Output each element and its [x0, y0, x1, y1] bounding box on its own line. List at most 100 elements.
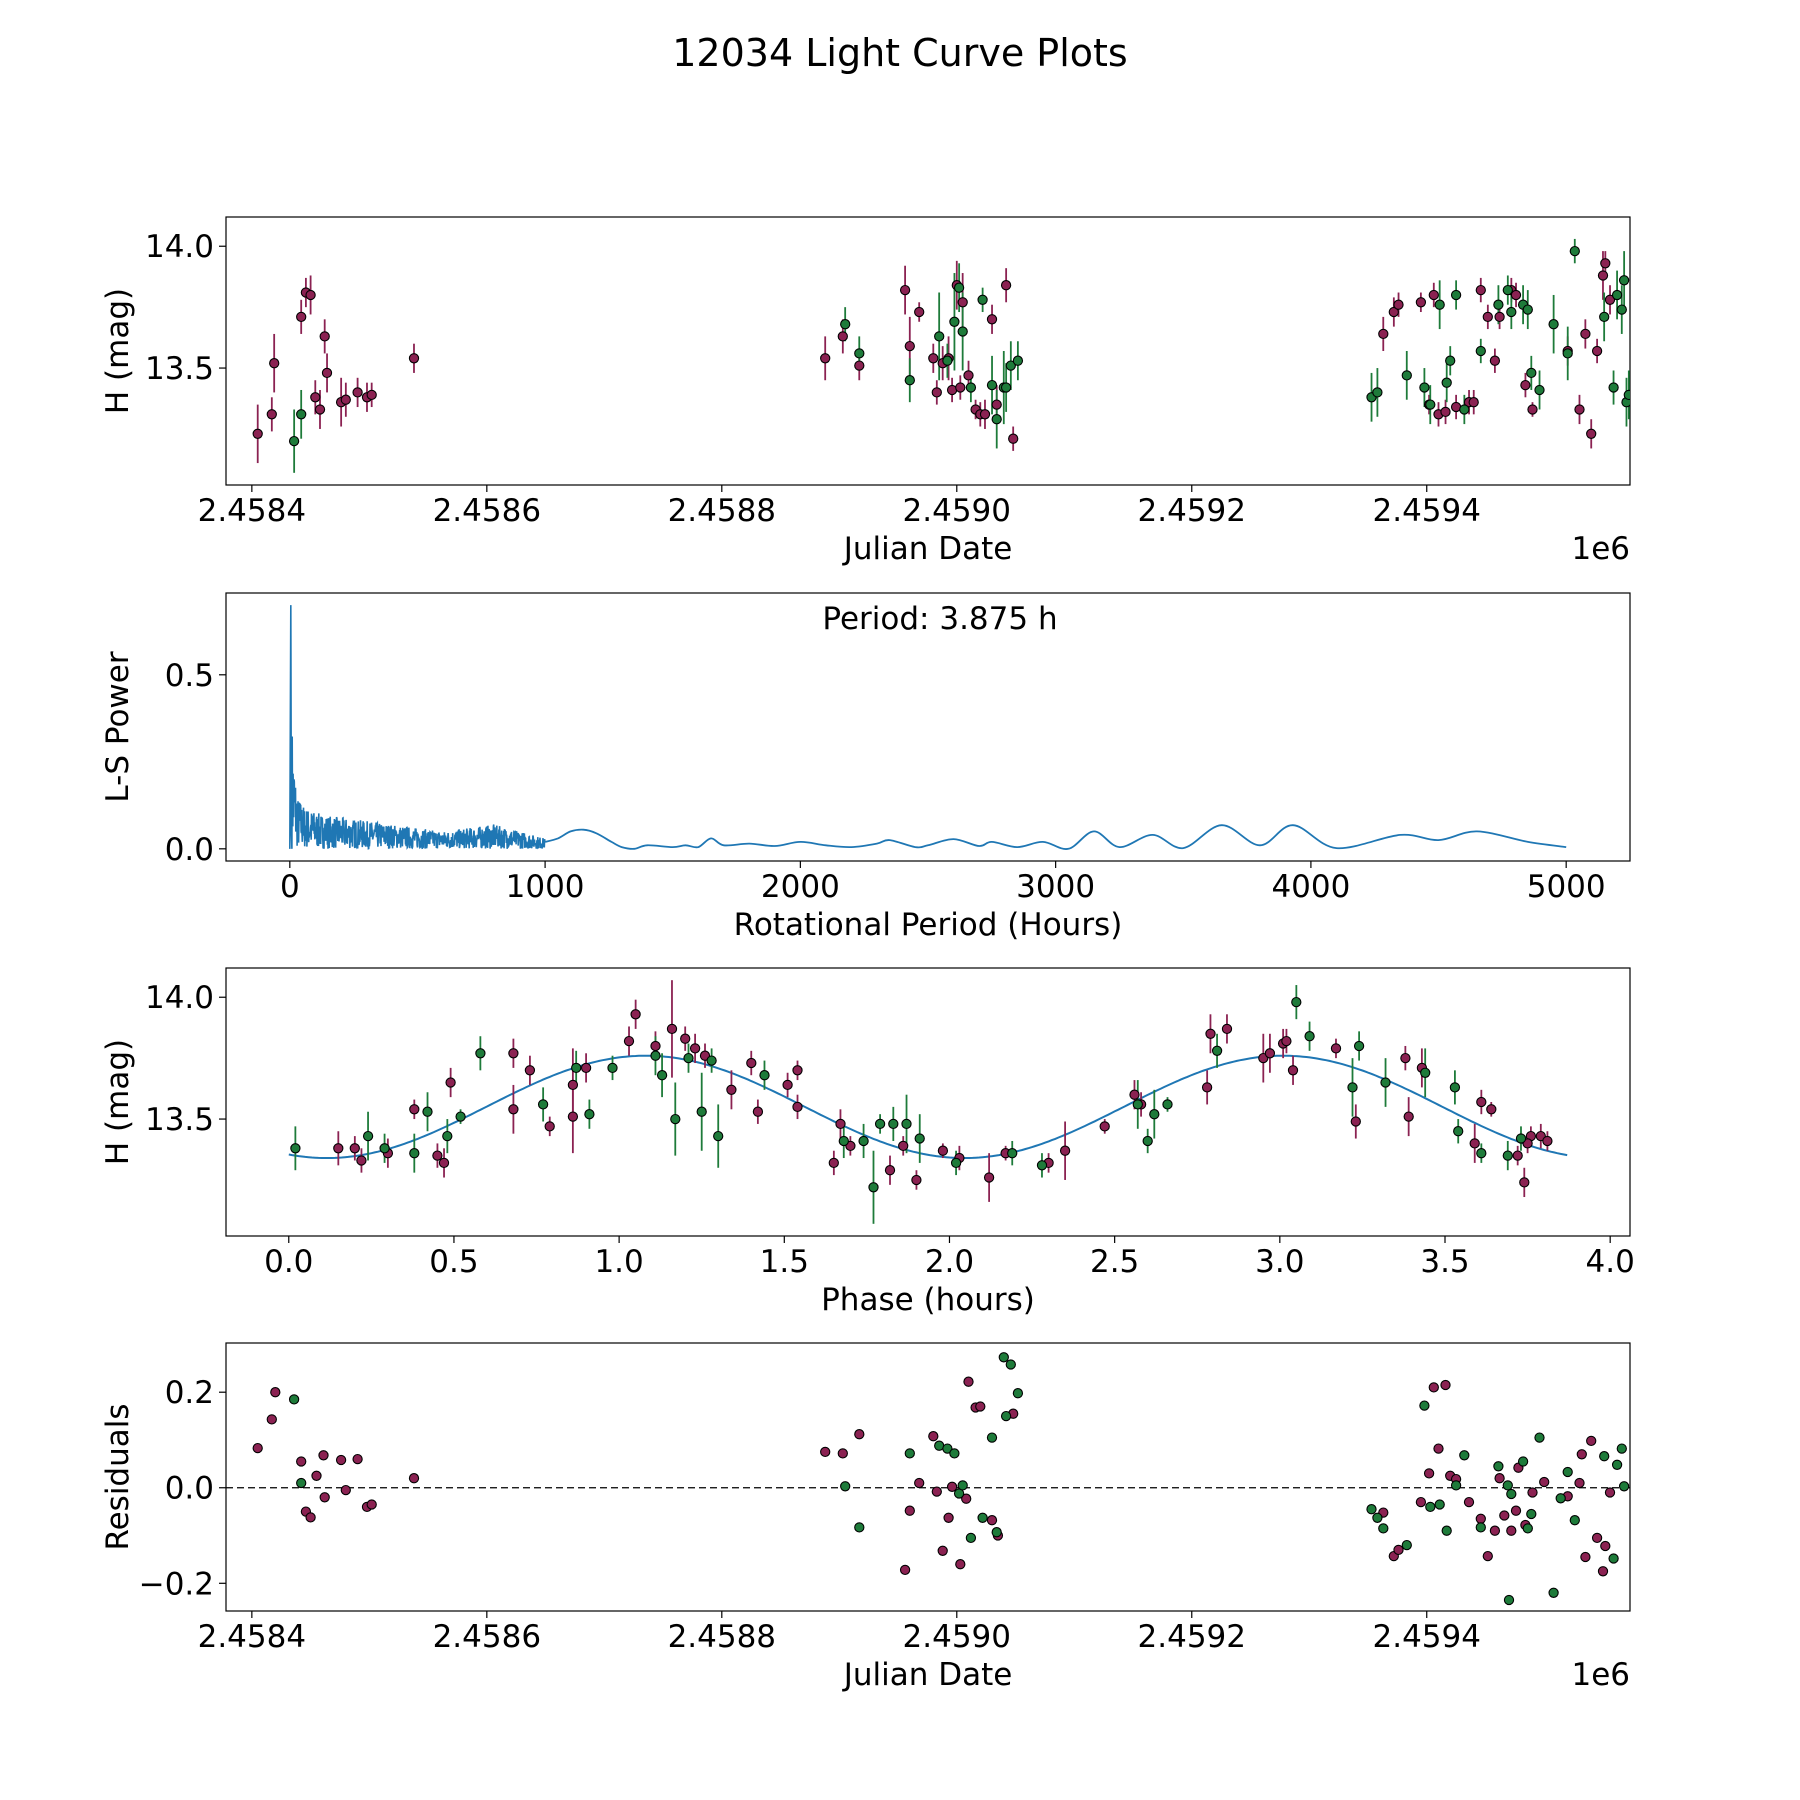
- y-tick-label: 0.5: [165, 658, 214, 694]
- data-point-maroon: [1264, 1048, 1276, 1059]
- data-point-maroon: [937, 1545, 948, 1556]
- data-point-green: [1618, 1481, 1630, 1492]
- data-point-green: [1366, 1504, 1377, 1515]
- x-tick-label: 2.4592: [1138, 493, 1246, 529]
- data-point-maroon: [508, 1104, 519, 1115]
- figure-title: 12034 Light Curve Plots: [672, 31, 1127, 75]
- data-point-green: [965, 1532, 977, 1544]
- data-point-maroon: [1574, 404, 1585, 415]
- data-point-green: [1522, 304, 1533, 315]
- panel-residuals: 2.4584 2.4586 2.4588 2.4590 2.4592 2.4594 −0.2…: [100, 1342, 1631, 1693]
- data-point-maroon: [567, 1111, 579, 1122]
- data-point-maroon: [1428, 289, 1439, 301]
- data-point-maroon: [1099, 1121, 1110, 1132]
- data-point-green: [1459, 404, 1470, 415]
- data-point-green: [475, 1048, 486, 1059]
- data-point-maroon: [1008, 433, 1019, 444]
- x-tick-label: 2.4590: [903, 1619, 1011, 1655]
- data-point-maroon: [928, 1431, 939, 1442]
- data-point-green: [1380, 1077, 1391, 1088]
- data-point-maroon: [991, 399, 1002, 410]
- data-point-green: [874, 1118, 886, 1130]
- y-tick-label: 14.0: [145, 980, 214, 1016]
- data-point-green: [1475, 345, 1486, 357]
- panel-lc: 2.4584 2.4586 2.4588 2.4590 2.4592 2.4594 13.5…: [100, 216, 1631, 567]
- data-point-maroon: [1433, 1443, 1444, 1454]
- x-tick-label: 2.4594: [1373, 1619, 1481, 1655]
- data-point-green: [1618, 275, 1630, 286]
- data-point-maroon: [1415, 1496, 1427, 1508]
- data-point-maroon: [1388, 306, 1399, 318]
- x-tick-label: 0: [280, 869, 300, 905]
- data-point-maroon: [904, 340, 915, 352]
- data-point-maroon: [837, 1448, 848, 1459]
- data-point-maroon: [1281, 1035, 1292, 1047]
- data-point-maroon: [318, 1450, 329, 1461]
- data-point-maroon: [1378, 328, 1389, 340]
- data-point-maroon: [1403, 1111, 1414, 1122]
- data-point-maroon: [1597, 1566, 1609, 1577]
- data-point-maroon: [1287, 1065, 1299, 1076]
- data-point-maroon: [1475, 1513, 1486, 1524]
- data-point-maroon: [1129, 1089, 1140, 1100]
- data-point-green: [670, 1113, 681, 1125]
- data-point-maroon: [305, 1512, 316, 1523]
- data-point-maroon: [946, 1481, 958, 1492]
- x-tick-label: 1.5: [760, 1244, 809, 1280]
- x-tick-label: 0.0: [264, 1244, 313, 1280]
- data-point-green: [1425, 1501, 1436, 1513]
- data-point-green: [1608, 1553, 1619, 1564]
- data-point-green: [1534, 384, 1545, 396]
- data-point-green: [1611, 289, 1623, 301]
- data-point-maroon: [544, 1121, 555, 1132]
- data-point-green: [840, 1481, 851, 1492]
- x-tick-label: 0.5: [429, 1244, 478, 1280]
- data-point-maroon: [1576, 1449, 1587, 1460]
- data-point-maroon: [352, 387, 363, 398]
- data-point-maroon: [311, 1470, 322, 1481]
- data-point-maroon: [1428, 1382, 1439, 1393]
- data-point-maroon: [986, 314, 998, 325]
- axes-frame: [225, 967, 1631, 1237]
- data-point-maroon: [1489, 1525, 1501, 1536]
- data-point-maroon: [1423, 1468, 1435, 1479]
- x-axis-label: Phase (hours): [821, 1282, 1035, 1318]
- data-point-maroon: [1393, 299, 1404, 310]
- data-point-green: [934, 331, 945, 342]
- data-point-green: [1522, 1523, 1533, 1534]
- x-tick-label: 2.4584: [198, 1619, 306, 1655]
- data-point-green: [1142, 1135, 1153, 1147]
- x-tick-label: 2.4592: [1138, 1619, 1246, 1655]
- data-point-green: [998, 1352, 1009, 1363]
- data-point-maroon: [898, 1140, 909, 1152]
- data-point-maroon: [937, 1145, 949, 1156]
- data-point-maroon: [1510, 289, 1522, 301]
- data-point-maroon: [726, 1084, 737, 1095]
- sinusoid-fit-line: [288, 1054, 1568, 1159]
- data-point-maroon: [305, 289, 316, 301]
- data-point-maroon: [1580, 328, 1591, 340]
- x-tick-label: 2.4590: [903, 493, 1011, 529]
- data-point-green: [1291, 996, 1302, 1008]
- data-point-green: [888, 1118, 899, 1130]
- data-point-green: [1000, 1410, 1012, 1422]
- data-point-green: [953, 282, 965, 293]
- data-point-maroon: [835, 1118, 846, 1130]
- data-point-green: [1562, 348, 1573, 359]
- data-point-green: [296, 409, 307, 420]
- data-point-green: [1434, 1499, 1445, 1510]
- data-point-maroon: [911, 1174, 922, 1186]
- data-point-maroon: [408, 1473, 420, 1484]
- data-point-maroon: [1486, 1104, 1497, 1115]
- data-point-maroon: [1527, 404, 1538, 415]
- data-point-green: [537, 1099, 549, 1110]
- x-tick-label: 2.4584: [198, 493, 306, 529]
- data-point-green: [1502, 1150, 1513, 1161]
- data-point-green: [1445, 355, 1456, 366]
- data-point-maroon: [752, 1106, 764, 1117]
- data-point-maroon: [1574, 1477, 1585, 1489]
- data-point-maroon: [366, 1499, 377, 1510]
- data-point-maroon: [623, 1035, 635, 1047]
- data-point-maroon: [445, 1077, 456, 1088]
- data-point-green: [1005, 360, 1016, 371]
